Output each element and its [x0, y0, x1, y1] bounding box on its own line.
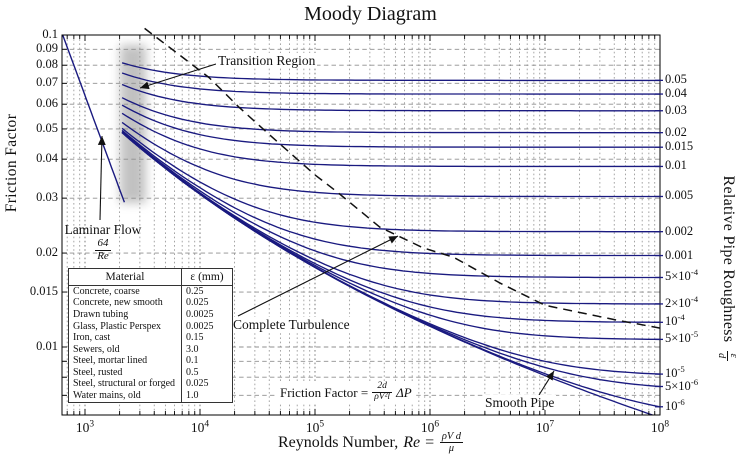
table-row: Sewers, old 3.0 — [69, 343, 233, 356]
roughness-label: 0.01 — [665, 158, 687, 173]
right-axis-ticks — [655, 79, 663, 408]
annotation-arrows — [97, 63, 555, 396]
table-cell: 3.0 — [181, 343, 233, 356]
table-row: Steel, rusted 0.5 — [69, 367, 233, 379]
friction-factor-formula: Friction Factor = 2d ρV²l ΔP — [277, 381, 415, 404]
table-row: Concrete, new smooth 0.025 — [69, 297, 233, 310]
table-cell: Iron, cast — [73, 332, 111, 344]
table-row: Drawn tubing 0.0025 — [69, 309, 233, 321]
y-axis-title-right-text: Relative Pipe Roughness — [719, 175, 737, 343]
y-tick-label: 0.01 — [36, 339, 58, 353]
roughness-label: 5×10-5 — [665, 329, 699, 346]
table-cell: 0.1 — [181, 355, 233, 368]
roughness-label: 0.015 — [665, 139, 694, 154]
x-axis-title-text: Reynolds Number, — [277, 433, 399, 451]
table-cell: Glass, Plastic Perspex — [73, 320, 162, 332]
y-tick-label: 0.05 — [36, 120, 58, 135]
table-cell: 0.025 — [181, 378, 233, 391]
roughness-table-header: Material ε (mm) — [68, 268, 233, 286]
table-cell: Water mains, old — [73, 390, 141, 402]
roughness-label: 0.03 — [665, 102, 687, 117]
table-cell: 0.0025 — [181, 320, 233, 333]
axis-ticks — [62, 35, 661, 415]
gridlines — [62, 35, 660, 415]
friction-fraction: 2d ρV²l — [372, 381, 393, 402]
y-tick-label: 0.04 — [36, 151, 58, 166]
table-cell: Concrete, new smooth — [73, 297, 163, 309]
transition-region-label: Transition Region — [216, 53, 318, 68]
roughness-label: 10-5 — [665, 363, 685, 381]
table-row: Water mains, old 1.0 — [69, 390, 233, 403]
y-tick-label: 0.03 — [36, 190, 58, 205]
complete-turbulence-boundary-line — [144, 27, 661, 329]
x-tick-label: 108 — [650, 419, 670, 435]
roughness-label: 0.001 — [665, 247, 694, 262]
x-tick-label: 104 — [190, 419, 210, 435]
smooth-pipe-label: Smooth Pipe — [483, 395, 557, 410]
table-cell: Steel, rusted — [73, 366, 123, 378]
roughness-label: 0.05 — [665, 72, 687, 87]
table-cell: Steel, structural or forged — [73, 378, 176, 390]
table-cell: 0.0025 — [181, 309, 233, 321]
table-row: Steel, structural or forged 0.025 — [69, 378, 233, 391]
roughness-table: Material ε (mm) Concrete, coarse 0.25 Conc… — [68, 268, 233, 403]
y-tick-label: 0.09 — [36, 41, 58, 56]
chart-title: Moody Diagram — [304, 3, 437, 25]
roughness-label: 10-6 — [665, 396, 685, 413]
x-tick-label: 103 — [75, 419, 95, 435]
plot-border — [61, 34, 661, 416]
table-cell: Sewers, old — [73, 343, 120, 355]
roughness-label: 5×10-4 — [665, 267, 699, 284]
table-cell: 0.5 — [181, 367, 233, 379]
roughness-label: 0.04 — [665, 86, 687, 101]
table-cell: 1.0 — [181, 390, 233, 403]
y-tick-label: 0.1 — [42, 27, 58, 41]
table-row: Concrete, coarse 0.25 — [69, 285, 233, 298]
table-cell: 0.25 — [181, 285, 233, 298]
table-row: Glass, Plastic Perspex 0.0025 — [69, 320, 233, 333]
laminar-flow-text: Laminar Flow — [64, 222, 142, 237]
y-tick-label: 0.02 — [36, 245, 58, 260]
roughness-label: 0.005 — [665, 188, 694, 203]
laminar-flow-label: Laminar Flow 64 Re — [52, 222, 154, 262]
table-cell: 0.025 — [181, 297, 233, 310]
epsilon-column-header: ε (mm) — [181, 268, 233, 286]
laminar-formula: 64 Re — [95, 237, 111, 262]
laminar-line — [62, 35, 126, 203]
roughness-label: 10-4 — [665, 312, 685, 329]
table-cell: Steel, mortar lined — [73, 355, 148, 367]
x-tick-label: 107 — [535, 419, 555, 435]
y-tick-label: 0.015 — [29, 284, 58, 299]
roughness-label: 0.02 — [665, 124, 687, 139]
table-row: Iron, cast 0.15 — [69, 332, 233, 344]
material-column-header: Material — [68, 268, 182, 286]
table-cell: Concrete, coarse — [73, 285, 140, 297]
reynolds-lhs: Re = — [403, 433, 435, 451]
x-tick-label: 105 — [305, 419, 325, 435]
x-tick-label: 106 — [420, 419, 440, 435]
y-tick-label: 0.08 — [36, 57, 58, 72]
roughness-label: 5×10-6 — [665, 376, 699, 393]
complete-turbulence-label: Complete Turbulence — [231, 317, 352, 332]
table-cell: 0.15 — [181, 332, 233, 344]
table-row: Steel, mortar lined 0.1 — [69, 355, 233, 368]
table-cell: Drawn tubing — [73, 309, 129, 321]
roughness-curves — [121, 62, 660, 415]
y-tick-label: 0.06 — [36, 96, 58, 111]
roughness-label: 2×10-4 — [665, 293, 699, 310]
roughness-label: 0.002 — [665, 223, 694, 238]
y-tick-label: 0.07 — [36, 75, 58, 90]
